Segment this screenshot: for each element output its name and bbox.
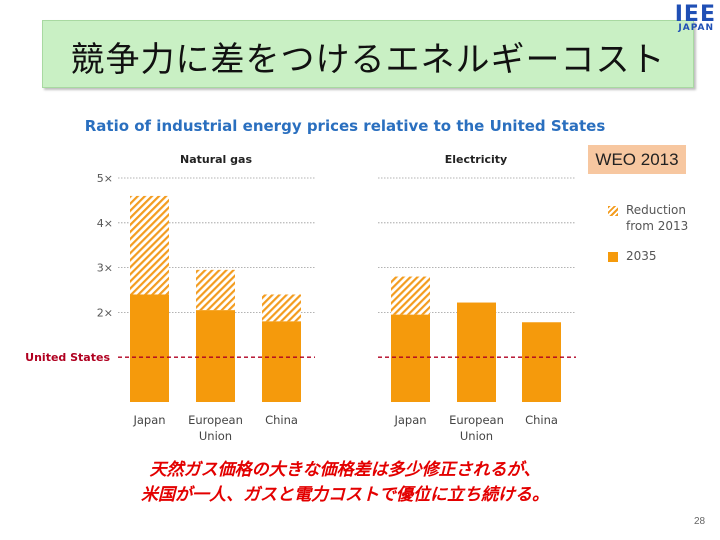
logo-sub-text: JAPAN	[678, 23, 714, 33]
category-label: China	[525, 413, 558, 427]
caption-line-1: 天然ガス価格の大きな価格差は多少修正されるが、	[149, 460, 541, 480]
chart-title: Ratio of industrial energy prices relati…	[84, 117, 606, 135]
category-label: European Union	[188, 413, 243, 443]
legend-item-reduction: Reduction from 2013	[608, 202, 688, 234]
bar-reduction-from-2013	[391, 276, 430, 315]
bar-2035	[196, 310, 235, 402]
category-label-line: Union	[199, 429, 232, 443]
y-tick-label: 2×	[97, 306, 113, 319]
page-number: 28	[694, 516, 706, 527]
category-label-line: Union	[460, 429, 493, 443]
category-label: Japan	[393, 413, 426, 427]
bar-2035	[457, 302, 496, 402]
legend-swatch-hatched	[608, 206, 618, 216]
category-label-line: Japan	[132, 413, 165, 427]
logo-main-text: IEE	[674, 2, 716, 27]
slide-title-box: 競争力に差をつけるエネルギーコスト	[42, 20, 694, 88]
bar-2035	[262, 321, 301, 402]
category-label-line: European	[188, 413, 243, 427]
bar-reduction-from-2013	[262, 294, 301, 322]
reference-line-label: United States	[25, 351, 110, 364]
legend-label-2035: 2035	[626, 249, 657, 263]
category-label: China	[265, 413, 298, 427]
legend-label-reduction: Reduction from 2013	[626, 203, 689, 233]
legend-item-2035: 2035	[608, 248, 688, 264]
panel-title: Electricity	[445, 153, 507, 166]
legend-swatch-solid	[608, 252, 618, 262]
category-label-line: China	[525, 413, 558, 427]
chart-legend: Reduction from 2013 2035	[608, 202, 688, 278]
y-tick-label: 5×	[97, 172, 113, 185]
category-label-line: China	[265, 413, 298, 427]
bar-2035	[522, 322, 561, 402]
caption-line-2: 米国が一人、ガスと電力コストで優位に立ち続ける。	[141, 485, 549, 505]
iee-japan-logo: IEE JAPAN	[662, 2, 718, 36]
panel-title: Natural gas	[180, 153, 252, 166]
category-label: European Union	[449, 413, 504, 443]
weo-badge: WEO 2013	[588, 145, 686, 174]
bar-2035	[130, 294, 169, 402]
category-label-line: Japan	[393, 413, 426, 427]
bar-2035	[391, 314, 430, 402]
category-label: Japan	[132, 413, 165, 427]
y-tick-label: 4×	[97, 217, 113, 230]
bar-reduction-from-2013	[130, 195, 169, 295]
slide-caption: 天然ガス価格の大きな価格差は多少修正されるが、 米国が一人、ガスと電力コストで優…	[0, 458, 690, 508]
slide-title: 競争力に差をつけるエネルギーコスト	[70, 40, 666, 80]
y-tick-label: 3×	[97, 262, 113, 275]
bar-reduction-from-2013	[196, 269, 235, 311]
category-label-line: European	[449, 413, 504, 427]
